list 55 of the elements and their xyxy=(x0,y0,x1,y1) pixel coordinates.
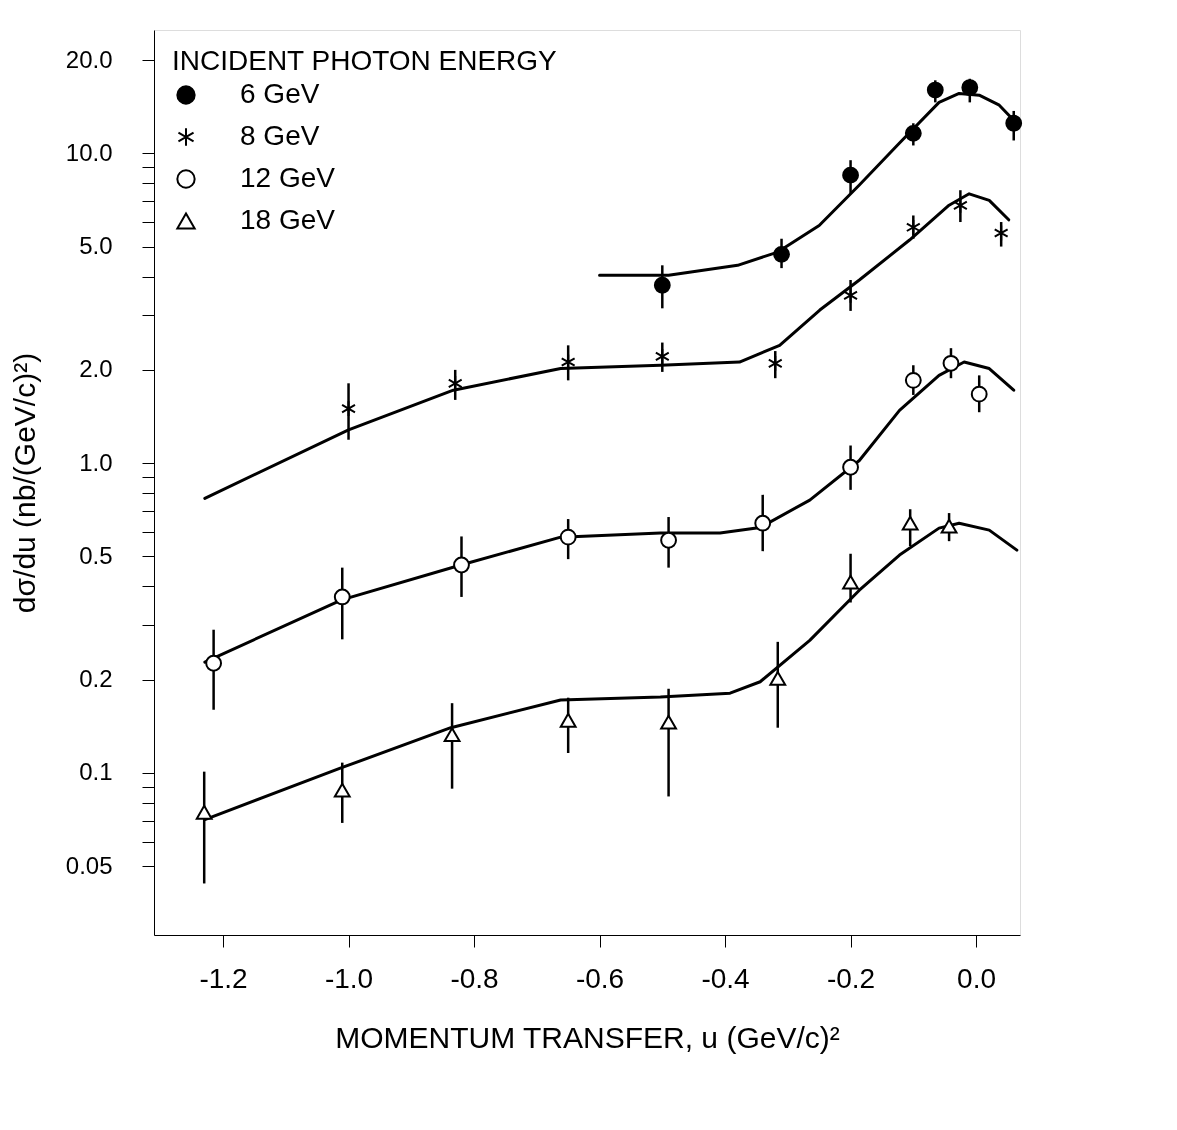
point xyxy=(904,371,922,389)
point xyxy=(333,782,351,798)
x-axis-title: MOMENTUM TRANSFER, u (GeV/c)² xyxy=(335,1020,840,1054)
y-tick-label: 0.05 xyxy=(65,851,113,879)
legend-title: INCIDENT PHOTON ENERGY xyxy=(172,45,558,76)
point xyxy=(767,354,783,372)
point xyxy=(842,166,859,184)
y-tick-label: 0.2 xyxy=(79,665,113,693)
point xyxy=(660,531,677,549)
point xyxy=(904,124,922,142)
y-tick-label: 2.0 xyxy=(79,355,113,383)
point xyxy=(754,514,772,532)
x-tick-label: -1.0 xyxy=(324,962,374,994)
x-tick-label: -0.4 xyxy=(701,962,750,994)
point xyxy=(901,515,919,531)
x-tick-label: -1.2 xyxy=(199,962,248,994)
point xyxy=(905,218,921,236)
point xyxy=(341,400,356,417)
y-tick-label: 1.0 xyxy=(79,448,113,476)
point xyxy=(842,574,859,590)
x-tick-label: 0.0 xyxy=(957,962,997,994)
point xyxy=(961,79,979,96)
y-tick-label: 0.1 xyxy=(79,758,113,786)
x-tick-label: -0.2 xyxy=(826,962,876,994)
point xyxy=(940,518,958,534)
y-tick-label: 10.0 xyxy=(65,138,113,166)
x-tick-label: -0.8 xyxy=(450,962,499,994)
point xyxy=(453,556,470,574)
y-tick-label: 5.0 xyxy=(79,232,113,260)
point xyxy=(443,727,461,743)
point xyxy=(843,286,859,304)
point xyxy=(559,712,577,728)
point xyxy=(769,670,787,686)
point xyxy=(205,654,223,672)
y-tick-label: 20.0 xyxy=(65,45,113,73)
point xyxy=(333,588,351,606)
point xyxy=(660,714,677,730)
point xyxy=(926,81,944,99)
legend-label: 6 GeV xyxy=(240,78,320,109)
y-axis-title: dσ/du (nb/(GeV/c)²) xyxy=(7,352,41,614)
y-tick-label: 0.5 xyxy=(79,541,113,569)
point xyxy=(559,528,577,546)
legend-label: 12 GeV xyxy=(240,162,336,193)
x-tick-label: -0.6 xyxy=(575,962,625,994)
legend-label: 18 GeV xyxy=(240,204,336,235)
line-series xyxy=(203,192,1011,500)
point xyxy=(654,348,670,365)
legend-label: 8 GeV xyxy=(240,120,320,151)
point xyxy=(653,276,671,294)
point xyxy=(773,245,790,263)
point xyxy=(942,354,960,372)
point xyxy=(195,804,213,820)
point xyxy=(842,458,859,476)
point xyxy=(970,385,988,403)
point xyxy=(1005,114,1023,132)
